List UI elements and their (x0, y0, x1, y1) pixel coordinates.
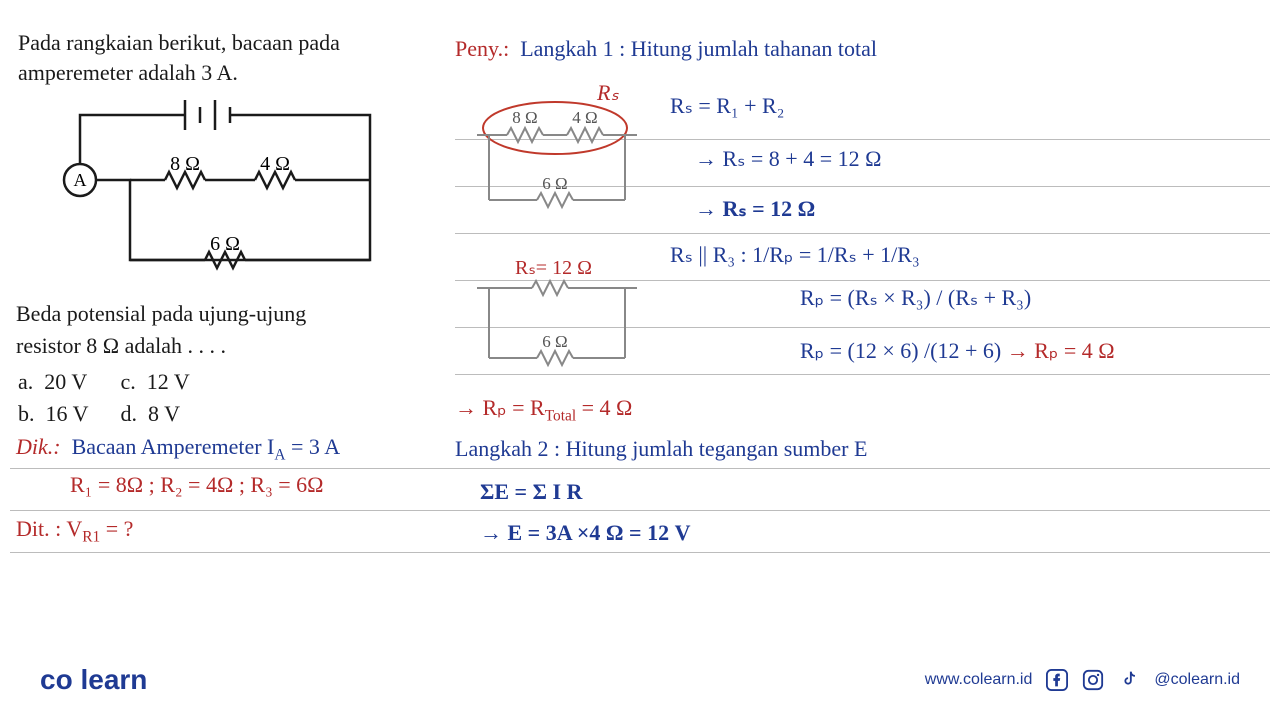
ammeter-label: A (74, 170, 87, 190)
rs-calc: → Rₛ = 8 + 4 = 12 Ω (695, 146, 881, 172)
dit-section: Dit. : VR1 = ? (16, 516, 133, 546)
rp-total: → Rₚ = RTotal = 4 Ω (455, 395, 632, 425)
rs-formula: Rₛ = R₁ + R₂ (670, 93, 784, 119)
rs-result: → Rₛ = 12 Ω (695, 196, 815, 222)
question-text: Beda potensial pada ujung-ujung resistor… (16, 298, 436, 362)
r1-label: 8 Ω (170, 153, 200, 175)
step2-label: Langkah 2 : Hitung jumlah tegangan sumbe… (455, 436, 867, 462)
footer: co learn www.colearn.id @colearn.id (0, 660, 1280, 700)
dik-section: Dik.: Bacaan Amperemeter IA = 3 A (16, 434, 340, 464)
dik-values: R₁ = 8Ω ; R₂ = 4Ω ; R₃ = 6Ω (70, 472, 324, 498)
svg-text:6 Ω: 6 Ω (542, 174, 567, 193)
tiktok-icon (1118, 669, 1140, 691)
r2-label: 4 Ω (260, 153, 290, 175)
problem-statement: Pada rangkaian berikut, bacaan pada ampe… (18, 28, 418, 87)
mini-circuit-1: 8 Ω 4 Ω 6 Ω (477, 95, 647, 225)
footer-url: www.colearn.id (925, 671, 1033, 689)
svg-text:4 Ω: 4 Ω (572, 108, 597, 127)
svg-text:8 Ω: 8 Ω (512, 108, 537, 127)
e-result: → E = 3A ×4 Ω = 12 V (480, 520, 690, 546)
sigma-eq: ΣE = Σ I R (480, 479, 582, 505)
rp-formula: Rₚ = (Rₛ × R₃) / (Rₛ + R₃) (800, 285, 1031, 311)
peny-header: Peny.: Langkah 1 : Hitung jumlah tahanan… (455, 36, 877, 62)
rp-label: Rₛ || R₃ : 1/Rₚ = 1/Rₛ + 1/R₃ (670, 242, 920, 268)
r3-label: 6 Ω (210, 233, 240, 255)
circuit-diagram-main: A 8 Ω 4 Ω 6 Ω (60, 100, 390, 285)
mini-circuit-2: 6 Ω (477, 258, 647, 378)
logo: co learn (40, 664, 147, 696)
facebook-icon (1046, 669, 1068, 691)
answer-options: a. 20 Vc. 12 V b. 16 Vd. 8 V (16, 365, 222, 431)
svg-text:6 Ω: 6 Ω (542, 332, 567, 351)
instagram-icon (1082, 669, 1104, 691)
footer-handle: @colearn.id (1154, 671, 1240, 689)
rp-calc: Rₚ = (12 × 6) /(12 + 6) → Rₚ = 4 Ω (800, 338, 1115, 364)
